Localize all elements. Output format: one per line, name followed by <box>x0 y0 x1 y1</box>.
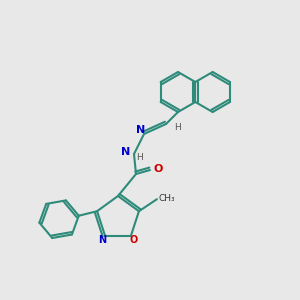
Text: CH₃: CH₃ <box>159 194 175 203</box>
Text: H: H <box>174 122 181 131</box>
Text: O: O <box>130 235 138 245</box>
Text: N: N <box>136 125 146 135</box>
Text: H: H <box>136 152 143 161</box>
Text: N: N <box>98 235 106 245</box>
Text: O: O <box>153 164 162 174</box>
Text: N: N <box>122 147 130 157</box>
